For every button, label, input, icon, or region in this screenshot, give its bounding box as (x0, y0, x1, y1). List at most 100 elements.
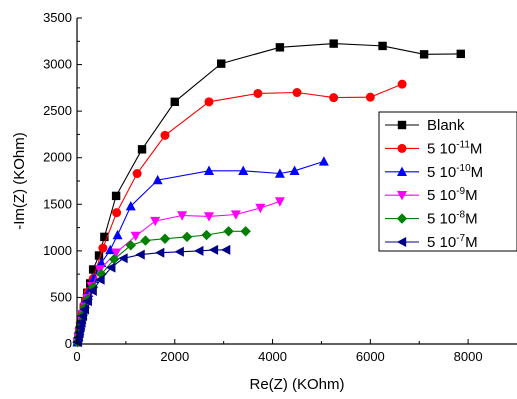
data-point (111, 248, 122, 258)
data-point (82, 296, 92, 307)
data-point (118, 253, 128, 264)
legend-item: 5 10-7M (385, 233, 478, 251)
legend-item: Blank (385, 117, 465, 134)
data-point (96, 268, 107, 280)
y-tick-label: 3000 (43, 57, 72, 72)
legend-label: 5 10-9M (427, 186, 478, 204)
data-point (204, 212, 214, 222)
data-point (132, 169, 142, 179)
data-point (108, 254, 120, 265)
legend-item: 5 10-9M (385, 186, 478, 204)
y-tick-label: 1000 (43, 243, 72, 258)
data-point (240, 226, 251, 237)
data-point (137, 145, 147, 154)
data-point (220, 244, 231, 255)
data-point (160, 130, 170, 140)
data-point (170, 97, 179, 107)
legend-item: 5 10-11M (385, 139, 482, 157)
x-tick-label: 0 (73, 349, 80, 364)
data-point (105, 244, 116, 255)
legend-marker (397, 166, 407, 176)
legend-item: 5 10-10M (385, 163, 483, 181)
data-point (79, 304, 90, 315)
data-point (95, 274, 105, 285)
data-point (150, 216, 161, 227)
data-point (230, 210, 241, 220)
data-point (100, 232, 109, 242)
data-point (194, 245, 204, 256)
data-point (419, 50, 429, 59)
data-point (130, 231, 141, 242)
data-point (125, 200, 136, 211)
legend-box (378, 111, 517, 252)
data-point (238, 165, 249, 175)
data-point (255, 203, 266, 214)
data-point (289, 165, 300, 175)
data-point (77, 311, 88, 322)
y-tick-label: 500 (50, 289, 72, 304)
data-point (87, 285, 97, 296)
data-point (154, 247, 165, 258)
legend-label: Blank (427, 117, 465, 134)
data-point (94, 251, 104, 260)
series-5 (72, 226, 251, 348)
x-tick-label: 2000 (160, 349, 189, 364)
data-point (292, 88, 302, 98)
plot-area (72, 39, 465, 348)
legend-label: 5 10-8M (427, 210, 478, 228)
data-point (98, 243, 108, 253)
data-point (223, 226, 234, 237)
y-axis-title: -Im(Z) (KOhm) (11, 132, 28, 229)
data-point (204, 97, 214, 107)
legend-marker (397, 191, 407, 201)
data-point (106, 262, 116, 273)
data-point (112, 229, 123, 240)
data-point (365, 92, 375, 102)
data-point (177, 211, 188, 221)
y-tick-label: 3500 (43, 10, 72, 25)
data-point (125, 240, 136, 251)
legend-label: 5 10-11M (427, 139, 482, 157)
data-point (253, 88, 263, 98)
data-point (181, 231, 193, 243)
data-point (111, 191, 121, 201)
data-point (378, 41, 387, 51)
series-6 (72, 244, 231, 348)
x-tick-label: 4000 (258, 349, 287, 364)
data-point (88, 265, 98, 274)
data-point (140, 235, 151, 246)
data-point (159, 233, 171, 244)
data-point (76, 317, 86, 328)
x-tick-label: 8000 (454, 349, 483, 364)
y-tick-label: 0 (65, 336, 72, 351)
data-point (318, 156, 329, 166)
x-tick-label: 6000 (356, 349, 385, 364)
legend-marker (396, 213, 408, 224)
data-point (329, 39, 338, 48)
y-tick-label: 1500 (43, 196, 72, 211)
legend-item: 5 10-8M (385, 210, 478, 228)
data-point (217, 59, 226, 68)
legend-marker (397, 120, 407, 130)
x-axis-title: Re(Z) (KOhm) (250, 376, 345, 393)
data-point (329, 93, 339, 103)
legend-label: 5 10-7M (427, 233, 478, 251)
data-point (397, 79, 407, 89)
data-point (456, 49, 465, 59)
data-point (208, 244, 219, 255)
data-point (174, 246, 184, 257)
legend-marker (396, 237, 407, 247)
data-point (275, 43, 285, 52)
data-point (201, 229, 212, 241)
y-tick-label: 2500 (43, 103, 72, 118)
legend: Blank 5 10-11M 5 10-10M 5 10-9M 5 10-8M 5 10-… (378, 111, 517, 252)
data-point (88, 273, 99, 283)
y-tick-label: 2000 (43, 150, 72, 165)
data-point (274, 197, 285, 207)
data-point (204, 165, 214, 175)
data-point (152, 174, 163, 185)
data-point (112, 208, 122, 218)
data-point (274, 168, 285, 178)
legend-label: 5 10-10M (427, 163, 483, 181)
